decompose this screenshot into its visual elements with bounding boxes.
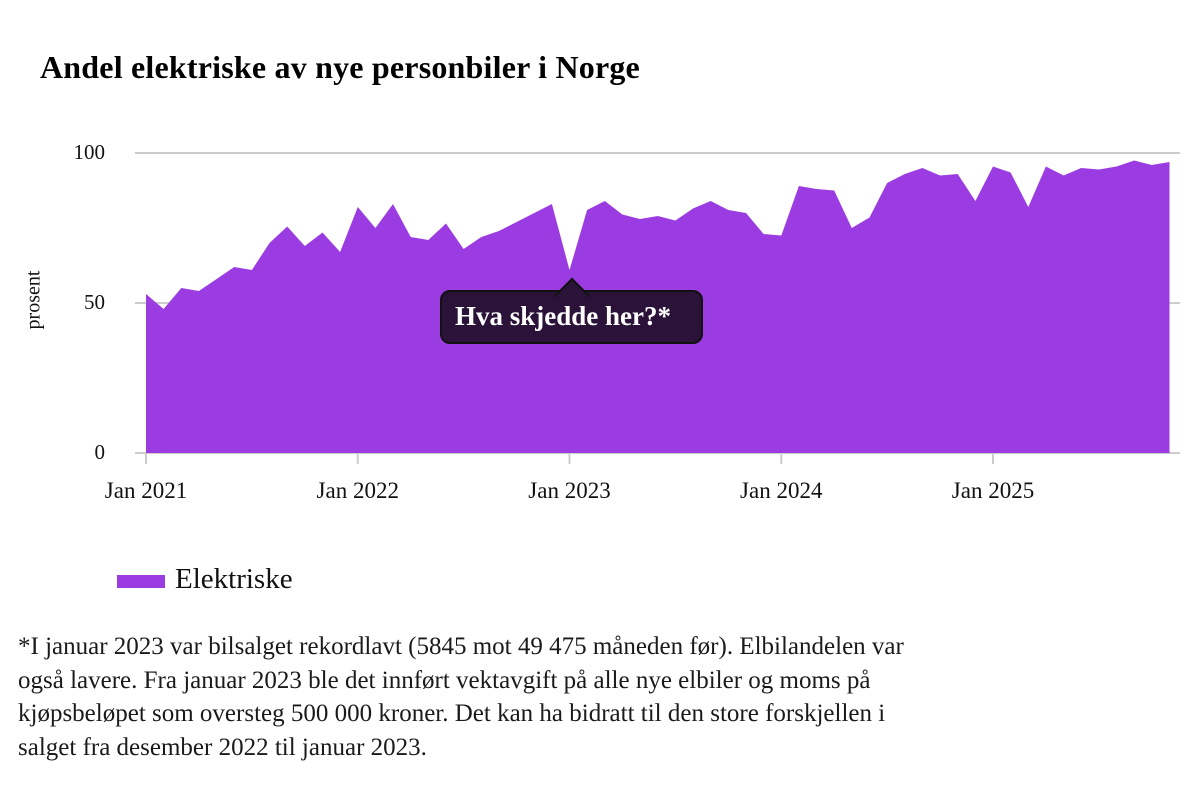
x-tick-jan-2024: Jan 2024 [740, 478, 823, 503]
annotation-tooltip: Hva skjedde her?* [440, 277, 703, 344]
x-tick-jan-2023: Jan 2023 [528, 478, 611, 503]
footnote: *I januar 2023 var bilsalget rekordlavt … [18, 630, 904, 764]
area-chart-svg [135, 152, 1180, 464]
legend-label: Elektriske [175, 563, 293, 595]
footnote-line: salget fra desember 2022 til januar 2023… [18, 733, 427, 761]
x-tick-jan-2025: Jan 2025 [951, 478, 1035, 503]
y-axis-title: prosent [22, 270, 45, 330]
y-tick-50: 50 [84, 290, 105, 314]
chart-title: Andel elektriske av nye personbiler i No… [40, 49, 640, 86]
footnote-line: kjøpsbeløpet som oversteg 500 000 kroner… [18, 700, 886, 727]
footnote-line: også lavere. Fra januar 2023 ble det inn… [18, 666, 871, 694]
y-tick-100: 100 [73, 140, 106, 164]
legend-color-swatch [117, 575, 165, 588]
x-tick-jan-2022: Jan 2022 [316, 478, 399, 503]
x-tick-jan-2021: Jan 2021 [104, 478, 188, 503]
y-tick-0: 0 [94, 440, 106, 464]
chart-area: 0 50 100 prosent Jan 2021 Jan 2022 Jan 2… [22, 140, 1180, 503]
footnote-line: *I januar 2023 var bilsalget rekordlavt … [18, 633, 904, 660]
tooltip-text: Hva skjedde her?* [455, 301, 671, 331]
legend: Elektriske [117, 563, 293, 596]
